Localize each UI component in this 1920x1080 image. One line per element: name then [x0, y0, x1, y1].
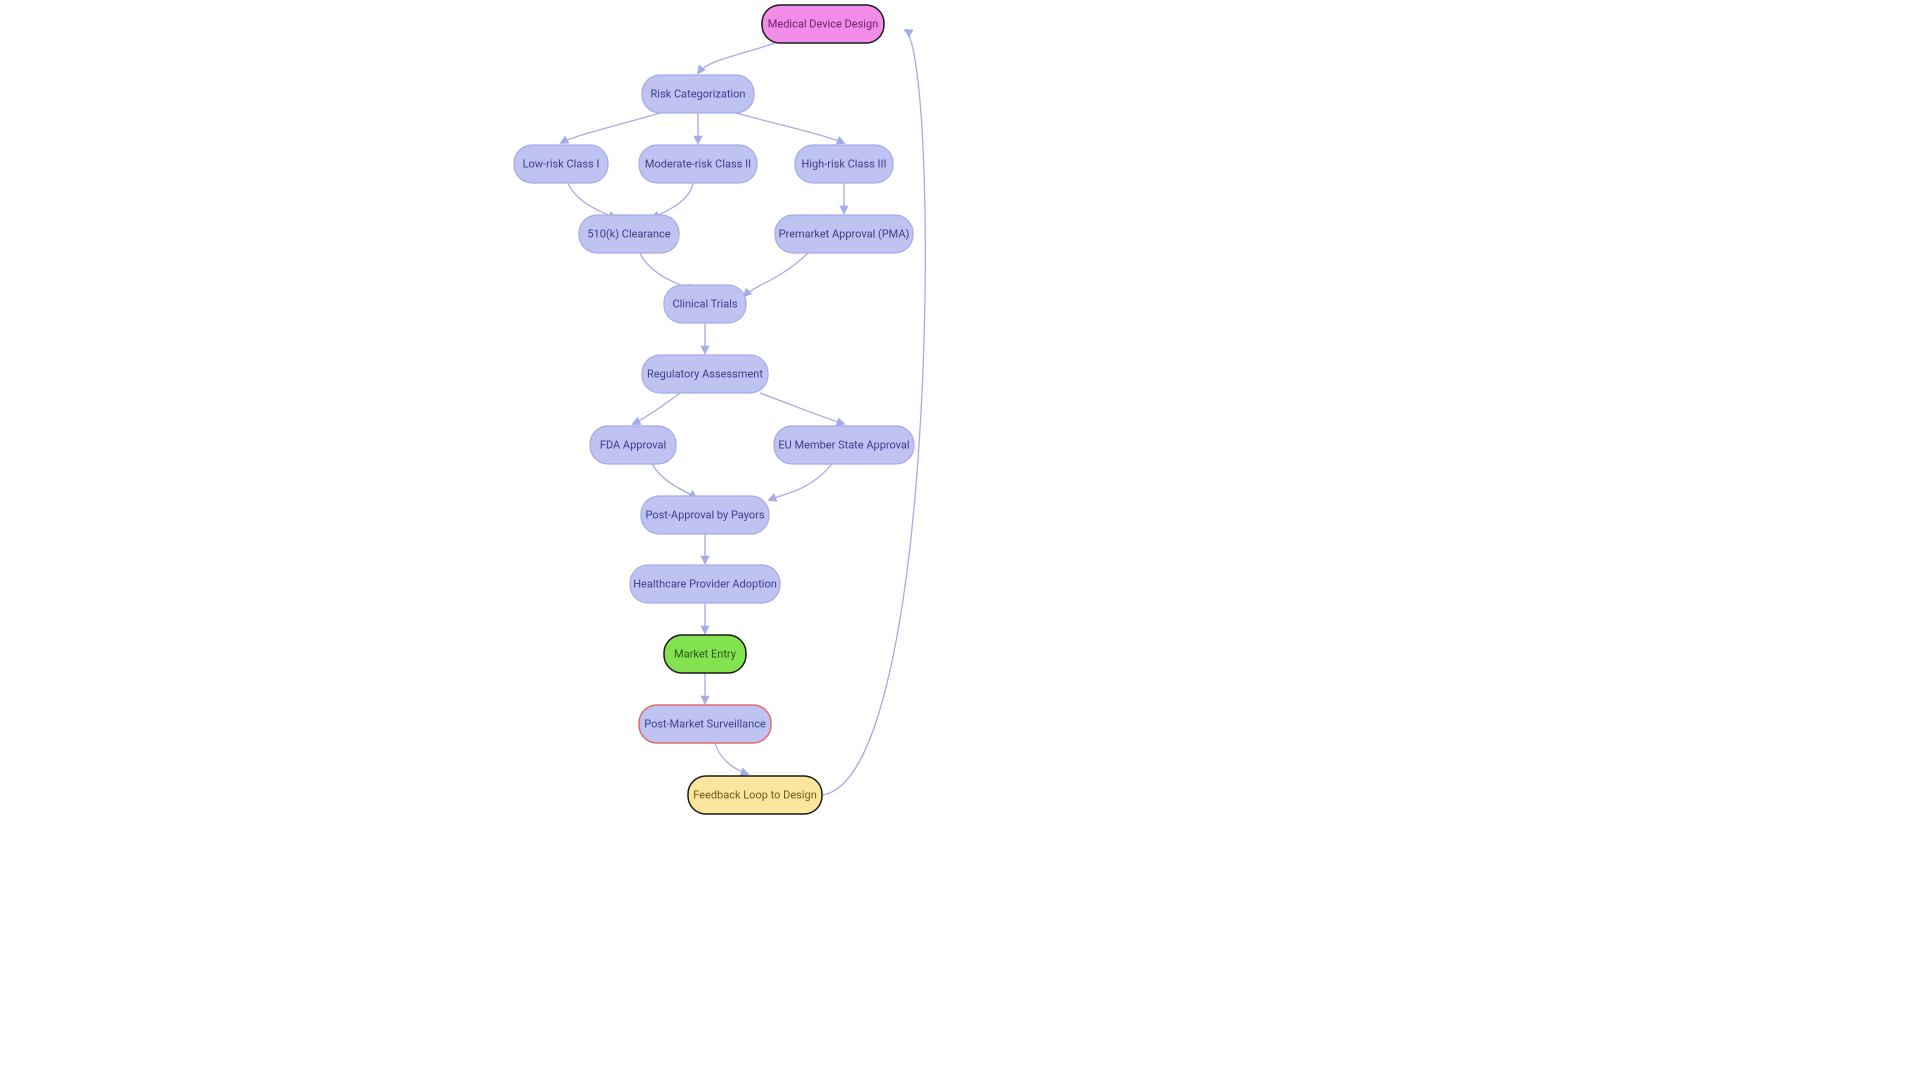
node-label-payors: Post-Approval by Payors: [645, 508, 764, 521]
node-adoption: Healthcare Provider Adoption: [630, 565, 780, 603]
node-payors: Post-Approval by Payors: [641, 496, 769, 534]
node-label-class2: Moderate-risk Class II: [645, 157, 751, 170]
node-feedback: Feedback Loop to Design: [688, 776, 822, 814]
node-label-pma: Premarket Approval (PMA): [779, 227, 910, 240]
node-design: Medical Device Design: [762, 5, 884, 43]
nodes-layer: Medical Device Design Risk Categorization…: [514, 5, 914, 814]
node-pma: Premarket Approval (PMA): [775, 215, 913, 253]
node-class3: High-risk Class III: [795, 145, 893, 183]
edge-eu->payors: [769, 464, 832, 500]
node-label-adoption: Healthcare Provider Adoption: [633, 577, 777, 590]
edge-pma->trials: [744, 253, 808, 296]
edge-class2->510k: [652, 183, 693, 218]
node-label-k510: 510(k) Clearance: [587, 227, 670, 240]
edge-risk->class1: [561, 113, 660, 143]
node-label-market: Market Entry: [674, 647, 737, 660]
node-label-pms: Post-Market Surveillance: [644, 717, 766, 730]
node-fda: FDA Approval: [590, 426, 676, 464]
node-label-regassess: Regulatory Assessment: [647, 367, 763, 380]
node-label-trials: Clinical Trials: [672, 297, 737, 310]
edge-regassess->eu: [760, 393, 844, 424]
edge-pms->feedback: [715, 743, 748, 774]
flowchart: Medical Device Design Risk Categorization…: [0, 0, 1920, 1080]
node-class1: Low-risk Class I: [514, 145, 608, 183]
edge-regassess->fda: [633, 393, 680, 424]
node-eu: EU Member State Approval: [774, 426, 914, 464]
node-pms: Post-Market Surveillance: [639, 705, 771, 743]
edge-class1->510k: [568, 183, 616, 218]
node-class2: Moderate-risk Class II: [639, 145, 757, 183]
node-risk: Risk Categorization: [642, 75, 754, 113]
node-label-eu: EU Member State Approval: [778, 438, 909, 451]
node-label-class3: High-risk Class III: [801, 157, 886, 170]
node-market: Market Entry: [664, 635, 746, 673]
node-label-class1: Low-risk Class I: [523, 157, 600, 170]
node-label-design: Medical Device Design: [768, 17, 878, 30]
node-k510: 510(k) Clearance: [579, 215, 679, 253]
edge-fda->payors: [652, 464, 696, 498]
node-label-fda: FDA Approval: [600, 438, 666, 451]
node-label-risk: Risk Categorization: [651, 87, 746, 100]
node-regassess: Regulatory Assessment: [642, 355, 768, 393]
node-label-feedback: Feedback Loop to Design: [693, 788, 817, 801]
node-trials: Clinical Trials: [664, 285, 746, 323]
edge-risk->class3: [736, 113, 844, 143]
edge-design->risk: [698, 43, 775, 73]
